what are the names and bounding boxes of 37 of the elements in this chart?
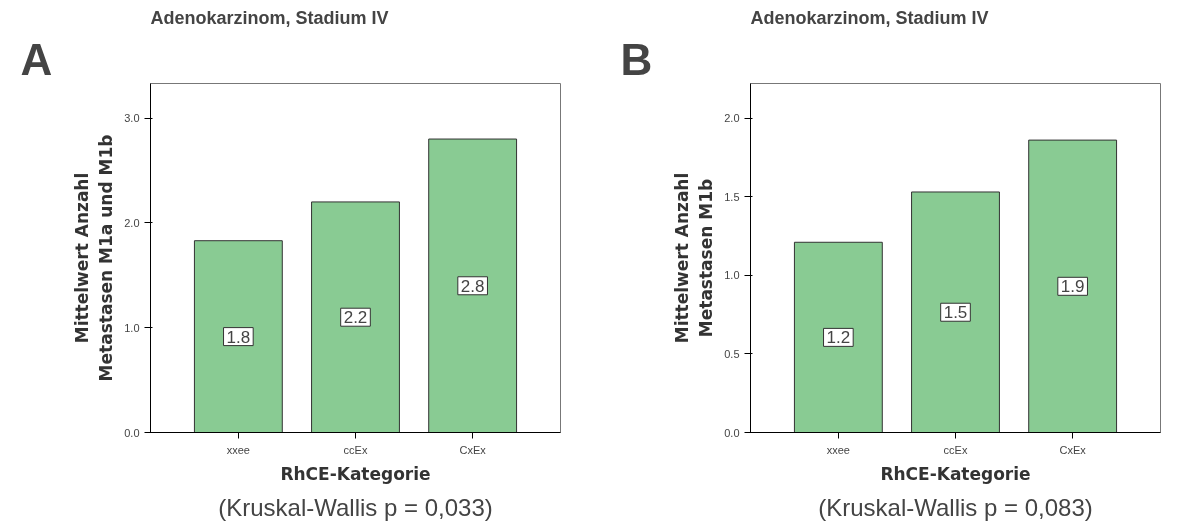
y-axis-title: Mittelwert Anzahl Metastasen M1b xyxy=(672,172,717,344)
y-tick-label: 2.0 xyxy=(124,216,140,229)
y-tick-label: 1.0 xyxy=(724,269,740,282)
chart-title: Adenokarzinom, Stadium IV xyxy=(750,7,989,28)
x-tick-label: CxEx xyxy=(459,443,487,456)
text: A xyxy=(20,34,53,84)
data-label: 1.2 xyxy=(826,328,851,348)
data-label: 1.9 xyxy=(1060,277,1085,297)
y-tick-label: 0.0 xyxy=(124,426,140,439)
y-axis-title: Mittelwert Anzahl Metastasen M1a und M1b xyxy=(72,134,117,382)
y-tick-label: 0.0 xyxy=(724,426,740,439)
chart-title: Adenokarzinom, Stadium IV xyxy=(150,7,389,28)
bar xyxy=(1028,139,1118,433)
y-tick-label: 3.0 xyxy=(124,112,140,125)
bar xyxy=(311,201,400,433)
x-tick-label: CxEx xyxy=(1059,443,1087,456)
y-tick-label: 1.0 xyxy=(124,321,140,334)
text: (Kruskal-Wallis p = 0,083) xyxy=(818,493,1093,521)
text: (Kruskal-Wallis p = 0,033) xyxy=(218,493,493,521)
bar xyxy=(911,191,1000,433)
data-label: 2.8 xyxy=(460,276,485,296)
x-tick-label: ccEx xyxy=(943,443,968,456)
text: B xyxy=(620,34,653,84)
y-tick-label: 1.5 xyxy=(724,190,740,203)
x-tick-label: xxee xyxy=(226,443,250,456)
data-label: 1.8 xyxy=(226,327,251,347)
data-label: 1.5 xyxy=(943,303,968,323)
y-tick-label: 0.5 xyxy=(724,347,740,360)
x-axis-title: RhCE-Kategorie xyxy=(880,463,1031,484)
x-axis-title: RhCE-Kategorie xyxy=(280,463,431,484)
bar xyxy=(193,240,283,433)
data-label: 2.2 xyxy=(343,308,368,328)
y-tick-label: 2.0 xyxy=(724,112,740,125)
bar xyxy=(793,241,883,433)
x-tick-label: ccEx xyxy=(343,443,368,456)
bar xyxy=(428,138,518,433)
x-tick-label: xxee xyxy=(826,443,850,456)
